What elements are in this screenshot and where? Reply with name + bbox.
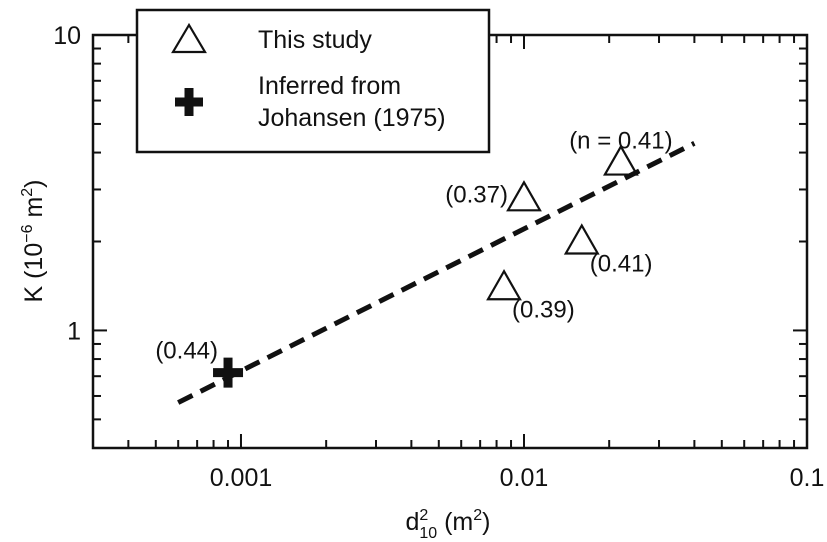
triangle-marker-0 [486, 269, 522, 301]
y-axis-label: K (10−6 m2) [19, 179, 48, 302]
tick-labels: 0.001 0.01 0.1 1 10 [53, 22, 824, 492]
legend-label-inferred-line1: Inferred from [258, 72, 401, 100]
point-label-0-0: (0.39) [512, 296, 575, 323]
legend: This study Inferred from Johansen (1975) [135, 8, 491, 154]
legend-triangle-icon [171, 22, 207, 54]
x-tick-label-1: 0.01 [500, 464, 549, 492]
data-points [213, 144, 639, 388]
x-axis-label: d2 10 (m2) [406, 507, 491, 542]
x-tick-label-0: 0.001 [210, 464, 273, 492]
point-label-0-2: (0.41) [590, 251, 653, 278]
point-label-0-3: (n = 0.41) [569, 128, 672, 155]
legend-box [135, 8, 491, 154]
x-tick-label-2: 0.1 [790, 464, 825, 492]
legend-label-this-study: This study [258, 26, 372, 54]
point-label-0-1: (0.37) [445, 181, 508, 208]
triangle-marker-3 [603, 144, 639, 176]
triangle-marker-2 [563, 223, 600, 255]
plus-marker-0 [213, 357, 244, 388]
point-label-1-0: (0.44) [155, 338, 218, 365]
y-tick-label-1: 10 [53, 22, 81, 50]
fit-line [177, 141, 696, 405]
triangle-marker-1 [506, 180, 542, 212]
point-annotations: (0.39) (0.37) (0.41) (n = 0.41) (0.44) [155, 128, 672, 365]
legend-plus-icon [175, 88, 203, 116]
legend-label-inferred-line2: Johansen (1975) [258, 104, 446, 132]
y-tick-label-0: 1 [67, 317, 81, 345]
